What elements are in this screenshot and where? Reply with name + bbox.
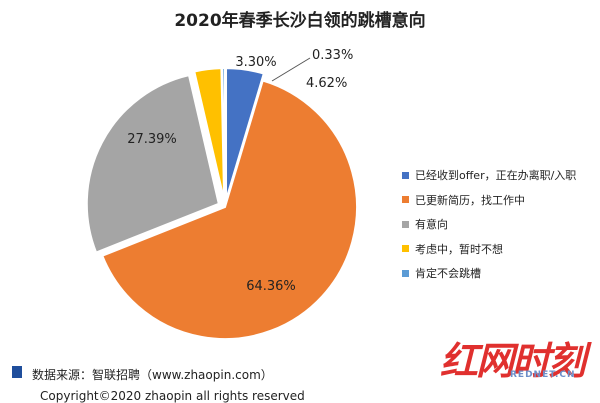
watermark-logo-sub: REDNET.CN — [510, 370, 576, 380]
legend-swatch — [402, 196, 409, 204]
rednet-watermark-logo: 红网时刻 REDNET.CN — [440, 330, 590, 390]
pie-slice — [101, 79, 358, 340]
data-label: 27.39% — [127, 132, 177, 147]
data-source: 数据来源：智联招聘（www.zhaopin.com） — [32, 368, 273, 382]
pie-slice — [85, 73, 220, 254]
legend-label: 肯定不会跳槽 — [415, 267, 481, 281]
legend-swatch — [402, 171, 409, 179]
legend-item: 已更新简历，找工作中 — [402, 188, 576, 213]
legend-label: 有意向 — [415, 218, 448, 232]
chart-title: 2020年春季长沙白领的跳槽意向 — [174, 11, 426, 31]
legend: 已经收到offer，正在办离职/入职 已更新简历，找工作中 有意向 考虑中，暂时… — [402, 163, 576, 286]
watermark-logo-text: 红网时刻 — [440, 339, 586, 383]
legend-item: 已经收到offer，正在办离职/入职 — [402, 163, 576, 188]
footer-bar — [12, 366, 22, 378]
legend-label: 已经收到offer，正在办离职/入职 — [415, 169, 577, 183]
legend-item: 考虑中，暂时不想 — [402, 237, 576, 262]
legend-item: 有意向 — [402, 212, 576, 237]
leader-line — [271, 57, 311, 82]
data-label: 3.30% — [235, 55, 276, 70]
legend-swatch — [402, 245, 409, 253]
legend-label: 已更新简历，找工作中 — [415, 193, 525, 207]
pie-slice — [221, 67, 226, 201]
legend-label: 考虑中，暂时不想 — [415, 242, 503, 256]
data-label: 0.33% — [312, 48, 353, 63]
pie-slice — [225, 67, 266, 201]
copyright: Copyright©2020 zhaopin all rights reserv… — [40, 389, 305, 403]
legend-item: 肯定不会跳槽 — [402, 261, 576, 286]
legend-swatch — [402, 220, 409, 228]
data-label: 64.36% — [246, 279, 296, 294]
legend-swatch — [402, 269, 409, 277]
data-label: 4.62% — [306, 76, 347, 91]
